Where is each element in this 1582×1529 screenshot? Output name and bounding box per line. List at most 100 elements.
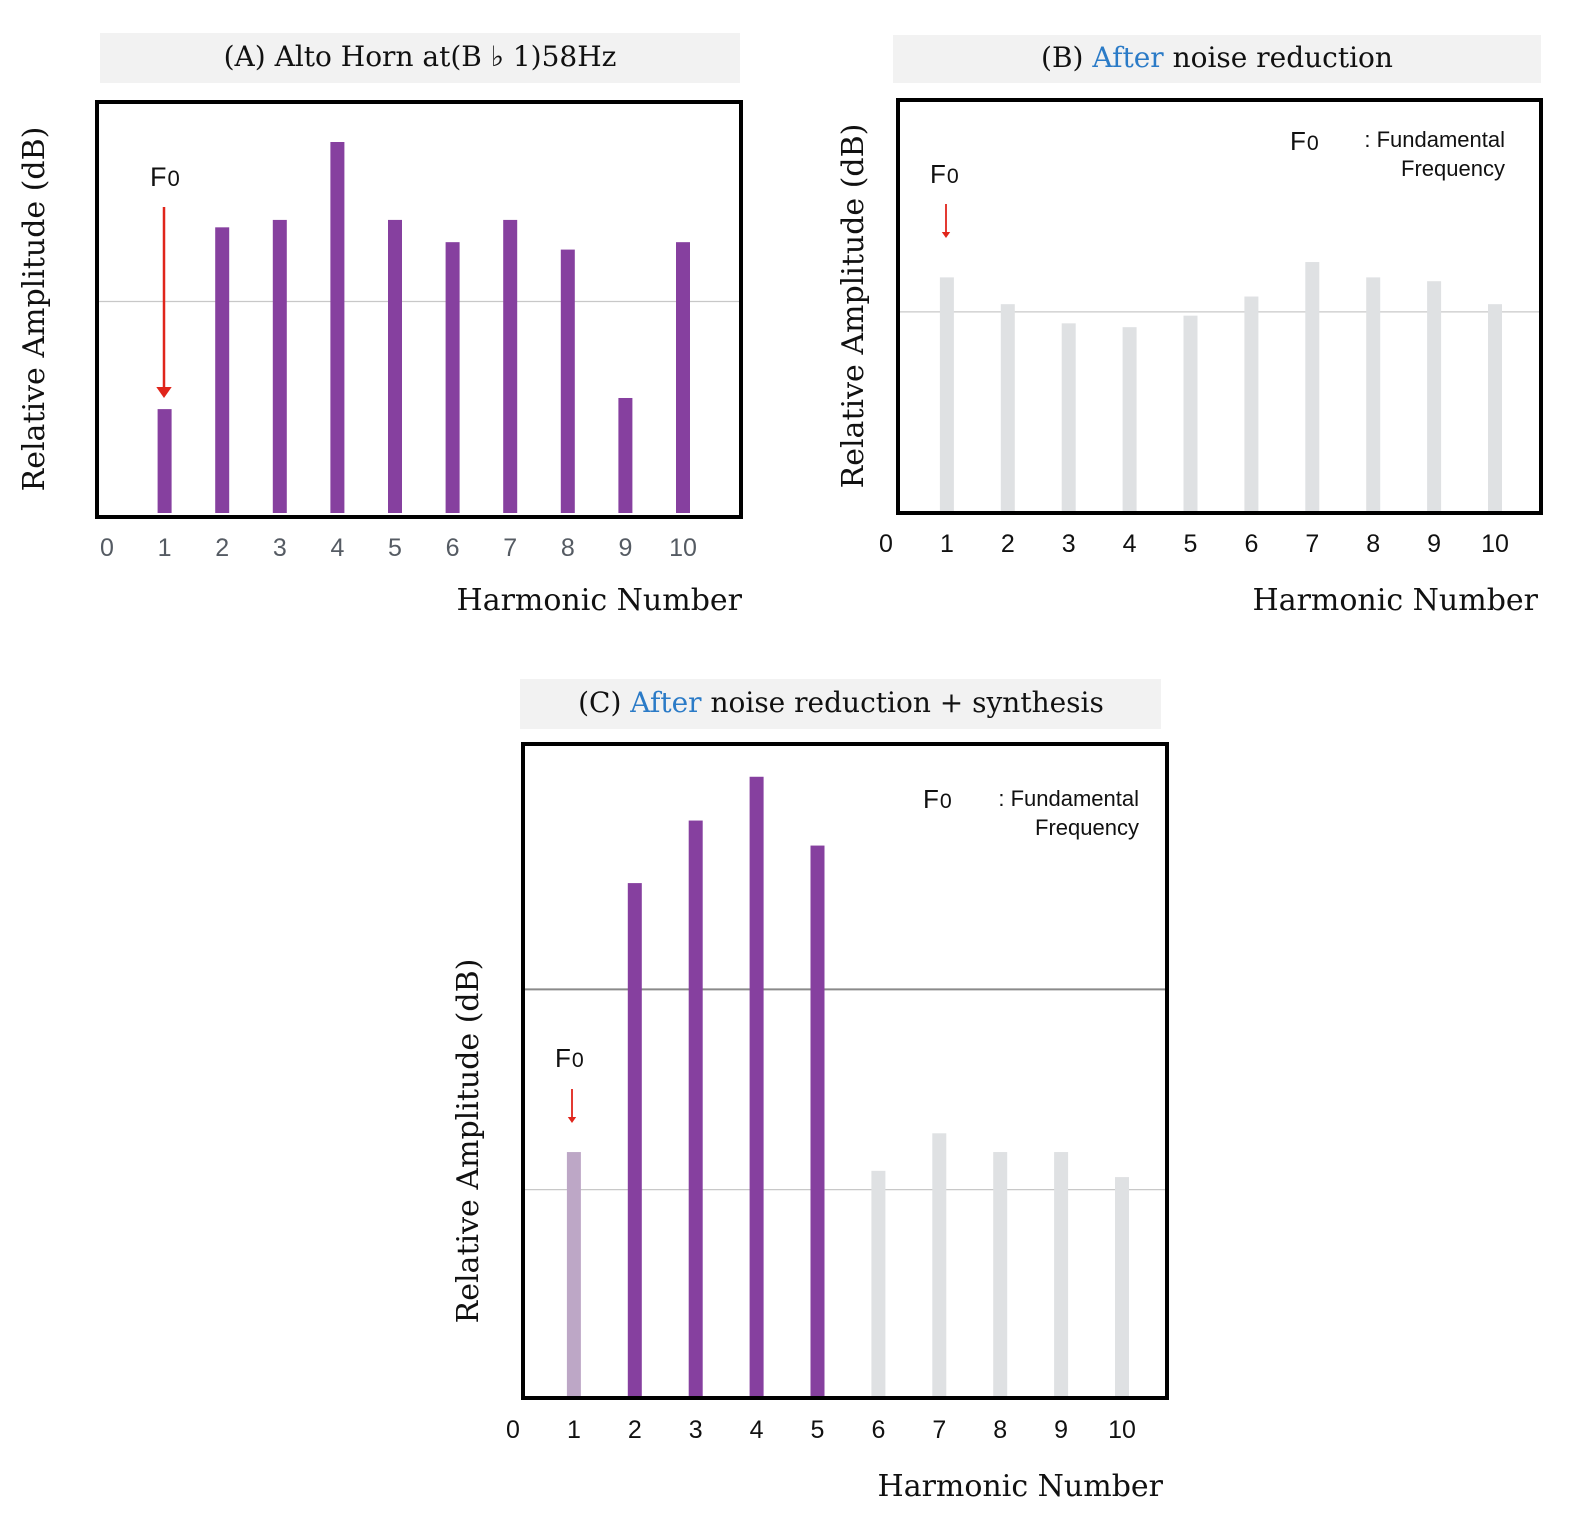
x-tick-label: 6 bbox=[446, 534, 460, 562]
bar-harmonic-2 bbox=[627, 883, 642, 1396]
panel-C: (C) After noise reduction + synthesis 0 1 2… bbox=[451, 679, 1169, 1504]
y-axis-label: Relative Amplitude (dB) bbox=[17, 127, 52, 492]
x-tick-label: 6 bbox=[871, 1416, 885, 1444]
bar-harmonic-3 bbox=[272, 219, 287, 513]
legend-line-2: Frequency bbox=[1035, 815, 1139, 840]
x-tick-label: 8 bbox=[1366, 530, 1380, 558]
x-tick-label: 1 bbox=[158, 534, 172, 562]
plot-frame bbox=[95, 100, 743, 519]
bar-harmonic-3 bbox=[1061, 323, 1076, 511]
x-tick-label: 2 bbox=[1001, 530, 1015, 558]
bar-harmonic-9 bbox=[1427, 281, 1442, 511]
panel-title-text: noise reduction bbox=[1173, 41, 1393, 74]
x-tick-label: 0 bbox=[506, 1416, 520, 1444]
x-tick-label: 8 bbox=[993, 1416, 1007, 1444]
bar-harmonic-9 bbox=[1054, 1152, 1069, 1396]
legend-f0-symbol: F0 bbox=[1290, 126, 1319, 156]
x-tick-label: 3 bbox=[689, 1416, 703, 1444]
x-tick-label: 4 bbox=[330, 534, 344, 562]
x-axis-label: Harmonic Number bbox=[457, 583, 743, 618]
panel-title-accent: After bbox=[629, 686, 710, 719]
bar-harmonic-10 bbox=[676, 242, 690, 514]
bar-harmonic-7 bbox=[1305, 262, 1320, 511]
x-axis-label: Harmonic Number bbox=[878, 1469, 1164, 1504]
f0-arrow-head bbox=[156, 387, 172, 398]
legend-f0-symbol: F0 bbox=[923, 784, 952, 814]
panel-title-background bbox=[100, 33, 740, 83]
f0-arrow-head bbox=[567, 1117, 577, 1123]
x-tick-label: 0 bbox=[100, 534, 114, 562]
bar-harmonic-3 bbox=[688, 820, 703, 1396]
x-tick-label: 5 bbox=[1184, 530, 1198, 558]
bar-harmonic-4 bbox=[1122, 327, 1137, 511]
x-tick-label: 9 bbox=[1054, 1416, 1068, 1444]
bar-harmonic-1 bbox=[939, 277, 954, 511]
bar-harmonic-5 bbox=[1183, 315, 1198, 511]
x-tick-label: 10 bbox=[669, 534, 697, 562]
panel-title-background bbox=[520, 679, 1161, 729]
panel-title-accent: After bbox=[1091, 41, 1172, 74]
panel-B: (B) After noise reduction 0 1 2 3 4 5 6 7 8 9 10 Har… bbox=[836, 35, 1543, 618]
plot-frame bbox=[896, 98, 1543, 515]
y-axis-label: Relative Amplitude (dB) bbox=[451, 959, 486, 1324]
x-tick-label: 2 bbox=[215, 534, 229, 562]
x-tick-label: 9 bbox=[618, 534, 632, 562]
bar-harmonic-8 bbox=[1366, 277, 1381, 511]
bar-harmonic-4 bbox=[330, 142, 345, 513]
panel-title-background bbox=[893, 35, 1541, 83]
panel-title: (C) After noise reduction + synthesis bbox=[578, 686, 1104, 719]
panel-title-text: Alto Horn at(B ♭ 1)58Hz bbox=[274, 40, 617, 73]
panel-title: (A) Alto Horn at(B ♭ 1)58Hz bbox=[224, 40, 617, 73]
bar-harmonic-7 bbox=[932, 1133, 947, 1396]
bar-harmonic-1 bbox=[566, 1152, 581, 1396]
panel-title-prefix: (A) bbox=[224, 40, 275, 73]
legend-line-2: Frequency bbox=[1401, 156, 1505, 181]
bar-harmonic-5 bbox=[810, 845, 825, 1396]
x-tick-label: 9 bbox=[1427, 530, 1441, 558]
bar-harmonic-6 bbox=[445, 242, 460, 514]
bar-harmonic-9 bbox=[618, 397, 633, 513]
bar-harmonic-5 bbox=[388, 219, 402, 513]
x-tick-label: 7 bbox=[1305, 530, 1319, 558]
x-tick-label: 3 bbox=[1062, 530, 1076, 558]
bar-harmonic-7 bbox=[503, 219, 518, 513]
x-tick-label: 4 bbox=[750, 1416, 764, 1444]
bar-harmonic-10 bbox=[1488, 304, 1502, 511]
bar-harmonic-6 bbox=[1244, 296, 1259, 511]
x-tick-label: 0 bbox=[879, 530, 893, 558]
legend-line-1: : Fundamental bbox=[1364, 127, 1505, 152]
f0-label: F0 bbox=[930, 159, 959, 189]
f0-label: F0 bbox=[150, 162, 180, 192]
x-tick-label: 3 bbox=[273, 534, 287, 562]
panel-title-prefix: (C) bbox=[578, 686, 630, 719]
legend-line-1: : Fundamental bbox=[998, 786, 1139, 811]
bar-harmonic-8 bbox=[993, 1152, 1008, 1396]
plot-frame bbox=[521, 742, 1169, 1400]
x-tick-label: 5 bbox=[811, 1416, 825, 1444]
panel-A: (A) Alto Horn at(B ♭ 1)58Hz 0 1 2 3 4 5 6 7 8 9 10 H… bbox=[17, 33, 743, 618]
bar-harmonic-6 bbox=[871, 1170, 886, 1396]
bar-harmonic-8 bbox=[560, 249, 575, 513]
x-tick-label: 6 bbox=[1244, 530, 1258, 558]
x-tick-label: 1 bbox=[940, 530, 954, 558]
bar-harmonic-1 bbox=[157, 409, 172, 513]
bar-harmonic-2 bbox=[215, 227, 230, 513]
x-tick-label: 2 bbox=[628, 1416, 642, 1444]
bar-harmonic-10 bbox=[1115, 1177, 1129, 1396]
bar-harmonic-4 bbox=[749, 776, 764, 1396]
x-tick-label: 10 bbox=[1108, 1416, 1136, 1444]
x-tick-label: 7 bbox=[932, 1416, 946, 1444]
x-tick-label: 4 bbox=[1123, 530, 1137, 558]
f0-arrow-head bbox=[941, 232, 951, 238]
x-tick-label: 7 bbox=[503, 534, 517, 562]
y-axis-label: Relative Amplitude (dB) bbox=[836, 124, 871, 489]
panel-title: (B) After noise reduction bbox=[1041, 41, 1393, 74]
panel-title-text: noise reduction + synthesis bbox=[710, 686, 1103, 719]
bar-harmonic-2 bbox=[1000, 304, 1015, 511]
panel-title-prefix: (B) bbox=[1041, 41, 1092, 74]
x-tick-label: 8 bbox=[561, 534, 575, 562]
x-tick-label: 10 bbox=[1481, 530, 1509, 558]
x-tick-label: 5 bbox=[388, 534, 402, 562]
f0-label: F0 bbox=[555, 1043, 584, 1073]
